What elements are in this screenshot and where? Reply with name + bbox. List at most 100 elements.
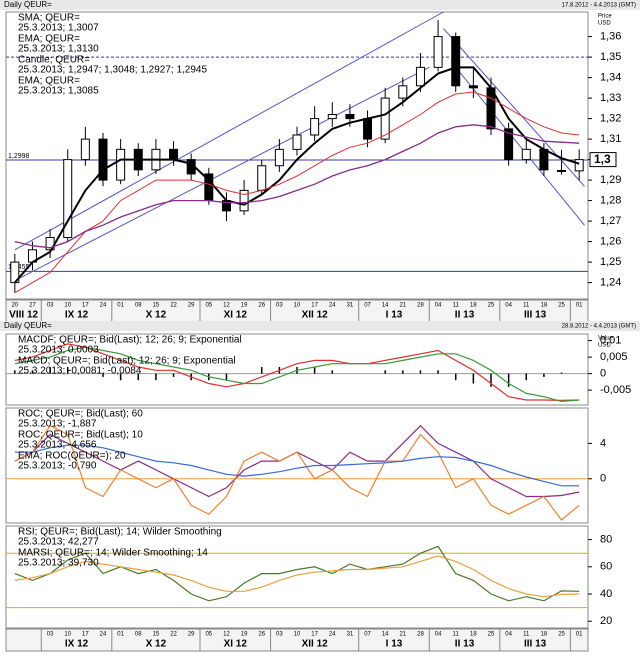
y-tick-label: 1,25 xyxy=(600,256,621,268)
y-tick-label: 1,34 xyxy=(600,72,621,84)
x-tick-label: 19 xyxy=(241,632,248,638)
x-tick-label: 11 xyxy=(453,632,460,638)
legend-name: MACD; QEUR=; Bid(Last); 12; 26; 9; Expon… xyxy=(18,356,236,367)
legend-detail: 25.3.2013; 1,3130 xyxy=(18,44,99,55)
y-tick-label: 1,29 xyxy=(600,174,621,186)
month-label: III 13 xyxy=(524,639,547,650)
x-tick-label: 25 xyxy=(488,632,495,638)
candle-body xyxy=(80,138,90,161)
series-line xyxy=(14,555,580,598)
x-tick-label: 04 xyxy=(435,632,442,638)
legend-detail: 25.3.2013; -0,0081; -0,0084 xyxy=(18,366,142,377)
x-tick-label: 11 xyxy=(523,632,530,638)
legend-name: Candle; QEUR= xyxy=(18,55,90,66)
x-tick-label: 07 xyxy=(364,632,371,638)
trend-line xyxy=(14,11,444,251)
legend-detail: 25.3.2013; -1,887 xyxy=(18,419,97,430)
series-line xyxy=(14,343,580,402)
x-tick-label: 03 xyxy=(47,303,54,309)
y-tick-label: 1,31 xyxy=(600,133,621,145)
series-line xyxy=(14,444,580,487)
x-tick-label: 03 xyxy=(276,632,283,638)
candle-body xyxy=(504,128,514,161)
x-tick-label: 29 xyxy=(188,303,195,309)
x-tick-label: 26 xyxy=(258,303,265,309)
y-axis-label: USD xyxy=(598,343,611,349)
x-tick-label: 14 xyxy=(382,303,389,309)
x-tick-label: 01 xyxy=(576,303,583,309)
date-range: 17.8.2012 - 4.4.2013 (GMT) xyxy=(562,3,636,9)
series-line xyxy=(14,346,580,403)
month-label: IX 12 xyxy=(65,310,89,321)
candle-body xyxy=(63,159,73,239)
x-tick-label: 18 xyxy=(470,632,477,638)
y-tick-label: 1,26 xyxy=(600,236,621,248)
series-line xyxy=(14,424,580,521)
month-label: X 12 xyxy=(146,310,167,321)
legend-name: EMA; ROC(QEUR=); 20 xyxy=(18,451,126,462)
series-line xyxy=(14,91,580,294)
plot-frame xyxy=(5,525,589,629)
legend-name: RSI; QEUR=; Bid(Last); 14; Wilder Smooth… xyxy=(18,527,222,538)
x-tick-label: 31 xyxy=(347,303,354,309)
trend-line xyxy=(443,28,585,187)
plot-frame xyxy=(5,11,589,300)
x-tick-label: 03 xyxy=(276,303,283,309)
y-tick-label: 1,33 xyxy=(600,92,621,104)
y-tick-label: 20 xyxy=(600,615,612,627)
x-tick-label: 22 xyxy=(170,632,177,638)
x-tick-label: 17 xyxy=(311,632,318,638)
x-tick-label: 17 xyxy=(82,303,89,309)
x-tick-label: 15 xyxy=(153,303,160,309)
x-tick-label: 03 xyxy=(47,632,54,638)
month-label: I 13 xyxy=(386,639,403,650)
candle-body xyxy=(116,148,126,181)
month-label: X 12 xyxy=(146,639,167,650)
candle-body xyxy=(345,114,355,120)
x-tick-label: 24 xyxy=(329,303,336,309)
plot-frame xyxy=(5,333,589,406)
x-tick-label: 21 xyxy=(399,632,406,638)
x-tick-label: 04 xyxy=(505,632,512,638)
y-tick-label: 0 xyxy=(600,368,606,380)
candle-body xyxy=(274,148,284,167)
candle-body xyxy=(451,36,461,87)
y-tick-label: 1,36 xyxy=(600,31,621,43)
month-label: II 13 xyxy=(455,310,475,321)
month-label: VIII 12 xyxy=(9,310,38,321)
candle-body xyxy=(327,114,337,120)
panel-title: Daily QEUR= xyxy=(4,321,52,330)
month-label: III 13 xyxy=(524,310,547,321)
x-tick-label: 24 xyxy=(100,303,107,309)
candle-body xyxy=(539,148,549,171)
y-tick-label: 1,24 xyxy=(600,277,621,289)
candle-body xyxy=(521,148,531,161)
legend-name: ROC; QEUR=; Bid(Last); 10 xyxy=(18,430,143,441)
month-label: XII 12 xyxy=(302,310,329,321)
x-tick-label: 29 xyxy=(188,632,195,638)
month-label: XII 12 xyxy=(302,639,329,650)
y-tick-label: 0,005 xyxy=(600,351,628,363)
legend-detail: 25.3.2013; -4,656 xyxy=(18,440,97,451)
x-tick-label: 22 xyxy=(170,303,177,309)
candle-body xyxy=(239,189,249,212)
x-tick-label: 10 xyxy=(294,303,301,309)
legend-detail: 25.3.2013; 39,730 xyxy=(18,558,99,569)
panel-header xyxy=(0,0,640,10)
legend-name: EMA; QEUR= xyxy=(18,76,80,87)
legend-detail: 25.3.2013; 1,3085 xyxy=(18,86,99,97)
month-label: XI 12 xyxy=(224,639,248,650)
date-range: 28.8.2012 - 4.4.2013 (GMT) xyxy=(562,324,636,330)
legend-detail: 25.3.2013; 0,0003 xyxy=(18,345,99,356)
x-tick-label: 15 xyxy=(153,632,160,638)
x-tick-label: 17 xyxy=(82,632,89,638)
x-tick-label: 10 xyxy=(64,632,71,638)
candle-body xyxy=(98,138,108,181)
candle-body xyxy=(415,66,425,87)
series-line xyxy=(14,545,580,602)
x-tick-label: 01 xyxy=(117,632,124,638)
y-axis-label: Value xyxy=(598,336,614,342)
legend-detail: 25.3.2013; 1,2947; 1,3048; 1,2927; 1,294… xyxy=(18,65,207,76)
y-tick-label: 0 xyxy=(600,473,606,485)
